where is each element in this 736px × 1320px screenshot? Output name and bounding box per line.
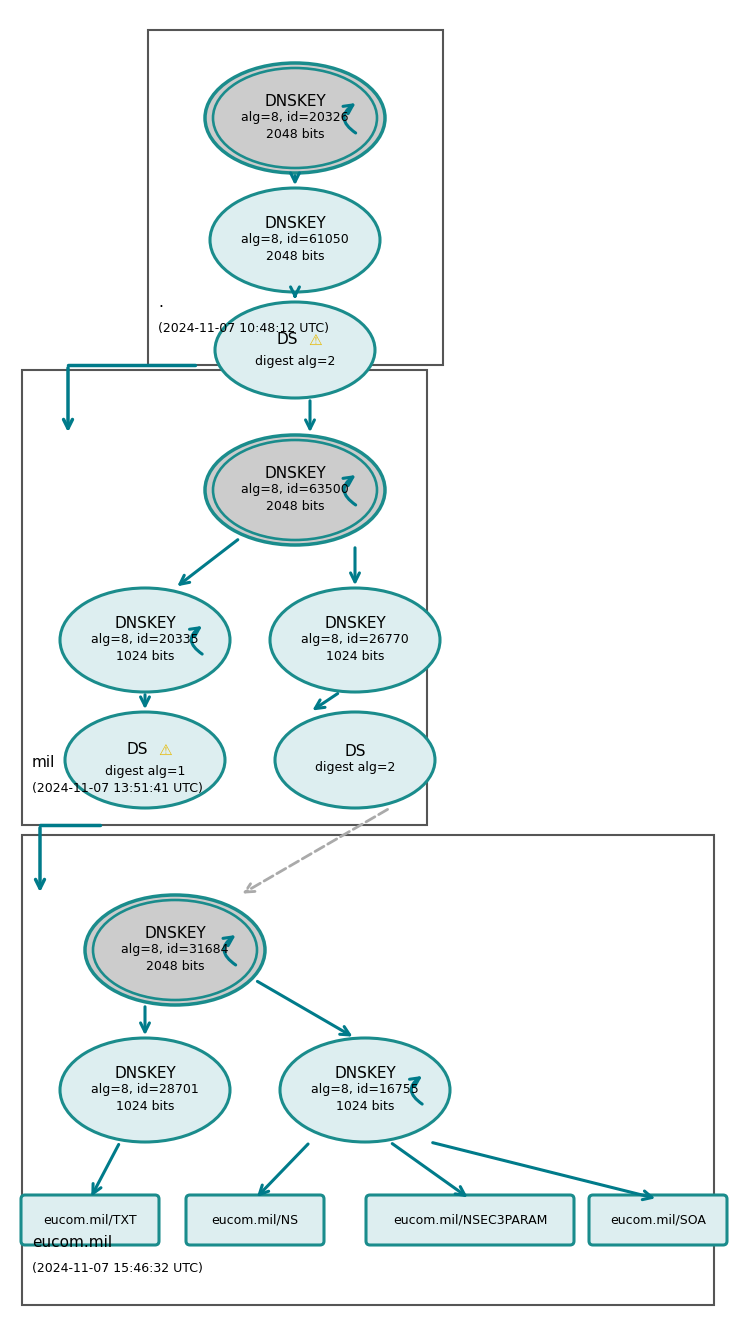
Ellipse shape <box>205 436 385 545</box>
Text: digest alg=1: digest alg=1 <box>105 766 185 779</box>
Ellipse shape <box>60 1038 230 1142</box>
Text: (2024-11-07 15:46:32 UTC): (2024-11-07 15:46:32 UTC) <box>32 1262 203 1275</box>
Text: 1024 bits: 1024 bits <box>116 649 174 663</box>
Text: 1024 bits: 1024 bits <box>116 1100 174 1113</box>
Text: DS: DS <box>127 742 148 758</box>
Ellipse shape <box>275 711 435 808</box>
Text: DS: DS <box>344 744 366 759</box>
Text: (2024-11-07 10:48:12 UTC): (2024-11-07 10:48:12 UTC) <box>158 322 329 335</box>
Text: (2024-11-07 13:51:41 UTC): (2024-11-07 13:51:41 UTC) <box>32 781 203 795</box>
Text: DNSKEY: DNSKEY <box>144 927 206 941</box>
Text: ⚠: ⚠ <box>308 333 322 347</box>
Text: 2048 bits: 2048 bits <box>266 499 325 512</box>
Ellipse shape <box>85 895 265 1005</box>
Text: mil: mil <box>32 755 55 770</box>
Bar <box>22 836 714 1305</box>
Ellipse shape <box>205 63 385 173</box>
Text: digest alg=2: digest alg=2 <box>255 355 335 368</box>
FancyBboxPatch shape <box>21 1195 159 1245</box>
Text: eucom.mil: eucom.mil <box>32 1236 112 1250</box>
Text: alg=8, id=61050: alg=8, id=61050 <box>241 234 349 247</box>
FancyBboxPatch shape <box>366 1195 574 1245</box>
Text: DNSKEY: DNSKEY <box>264 216 326 231</box>
Ellipse shape <box>215 302 375 399</box>
FancyBboxPatch shape <box>589 1195 727 1245</box>
Text: digest alg=2: digest alg=2 <box>315 762 395 775</box>
Text: ⚠: ⚠ <box>158 742 171 758</box>
Bar <box>148 30 443 366</box>
FancyBboxPatch shape <box>186 1195 324 1245</box>
Text: eucom.mil/TXT: eucom.mil/TXT <box>43 1213 137 1226</box>
Text: alg=8, id=63500: alg=8, id=63500 <box>241 483 349 496</box>
Text: 1024 bits: 1024 bits <box>336 1100 394 1113</box>
Ellipse shape <box>65 711 225 808</box>
Text: 2048 bits: 2048 bits <box>266 128 325 140</box>
Text: 1024 bits: 1024 bits <box>326 649 384 663</box>
Ellipse shape <box>270 587 440 692</box>
Text: DNSKEY: DNSKEY <box>324 616 386 631</box>
Text: .: . <box>158 294 163 310</box>
Text: alg=8, id=16755: alg=8, id=16755 <box>311 1084 419 1097</box>
Text: alg=8, id=31684: alg=8, id=31684 <box>121 944 229 957</box>
Text: DNSKEY: DNSKEY <box>114 1067 176 1081</box>
Ellipse shape <box>60 587 230 692</box>
Text: DNSKEY: DNSKEY <box>264 95 326 110</box>
Bar <box>22 370 427 825</box>
Text: alg=8, id=20326: alg=8, id=20326 <box>241 111 349 124</box>
Text: DNSKEY: DNSKEY <box>114 616 176 631</box>
Text: alg=8, id=28701: alg=8, id=28701 <box>91 1084 199 1097</box>
Ellipse shape <box>210 187 380 292</box>
Ellipse shape <box>280 1038 450 1142</box>
Text: DNSKEY: DNSKEY <box>264 466 326 482</box>
Text: eucom.mil/SOA: eucom.mil/SOA <box>610 1213 706 1226</box>
Text: DNSKEY: DNSKEY <box>334 1067 396 1081</box>
Text: 2048 bits: 2048 bits <box>266 249 325 263</box>
Text: 2048 bits: 2048 bits <box>146 960 205 973</box>
Text: DS: DS <box>276 333 298 347</box>
Text: eucom.mil/NSEC3PARAM: eucom.mil/NSEC3PARAM <box>393 1213 547 1226</box>
Text: alg=8, id=20335: alg=8, id=20335 <box>91 634 199 647</box>
Text: alg=8, id=26770: alg=8, id=26770 <box>301 634 409 647</box>
Text: eucom.mil/NS: eucom.mil/NS <box>211 1213 299 1226</box>
